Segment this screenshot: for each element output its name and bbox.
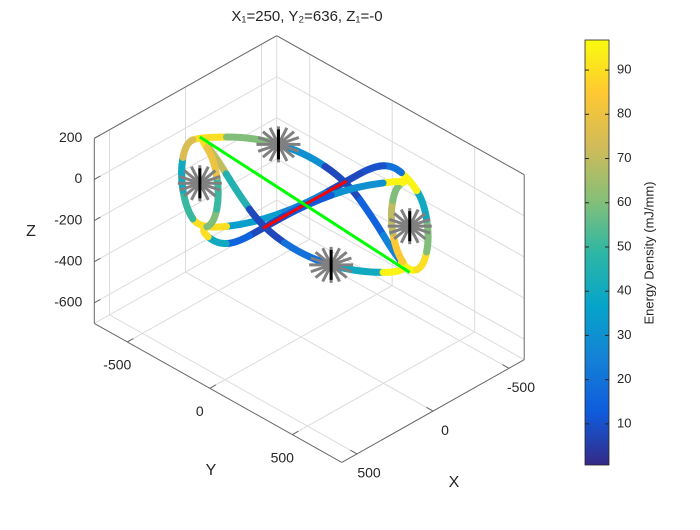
tube-segment xyxy=(179,136,197,161)
y-tick-label: 500 xyxy=(271,449,295,465)
tube-segment xyxy=(327,179,387,199)
y-tick-label: 0 xyxy=(196,403,204,419)
colorbar-label: Energy Density (mJ/mm) xyxy=(641,181,656,324)
grid-line xyxy=(127,238,310,343)
grid-line xyxy=(209,285,393,389)
colorbar-tick-label: 60 xyxy=(617,194,631,209)
tube-segment xyxy=(189,133,231,144)
z-tick-label: 200 xyxy=(59,129,83,145)
z-tick-label: -600 xyxy=(54,294,82,310)
marker xyxy=(177,165,222,202)
tube-segment xyxy=(213,172,222,213)
colorbar-tick-label: 70 xyxy=(617,150,631,165)
y-tick-label: -500 xyxy=(103,357,131,373)
tube-segment xyxy=(203,144,221,180)
z-tick xyxy=(94,257,101,263)
grid-line xyxy=(109,314,358,455)
z-tick-label: -400 xyxy=(54,252,82,268)
tube-segment xyxy=(423,215,432,256)
z-tick xyxy=(94,175,101,180)
x-tick-label: 500 xyxy=(357,465,381,481)
grid-line xyxy=(276,76,525,217)
axis-box-edge xyxy=(276,220,525,361)
z-tick-label: 0 xyxy=(75,170,83,186)
grid-line xyxy=(292,331,475,436)
marker xyxy=(256,126,301,163)
axis-box-edge xyxy=(94,322,343,463)
marker xyxy=(387,208,432,245)
z-tick-label: -200 xyxy=(54,211,82,227)
x-tick-label: 0 xyxy=(441,422,449,438)
colorbar-tick-label: 30 xyxy=(617,327,631,342)
grid-line xyxy=(185,271,434,412)
x-tick xyxy=(350,449,358,455)
axis-box-edge xyxy=(276,35,525,176)
colorbar-tick-label: 20 xyxy=(617,371,631,386)
x-tick-label: -500 xyxy=(507,379,535,395)
chart-title: X₁=250, Y₂=636, Z₁=-0 xyxy=(231,8,382,25)
x-axis-label: X xyxy=(449,474,460,491)
z-tick xyxy=(94,298,101,304)
tube-segment xyxy=(223,210,282,230)
y-tick xyxy=(209,384,217,389)
axis-box-edge xyxy=(94,35,277,139)
z-axis-label: Z xyxy=(26,223,36,240)
colorbar-tick-label: 50 xyxy=(617,238,631,253)
z-tick xyxy=(94,134,101,139)
colorbar-tick-label: 10 xyxy=(617,415,631,430)
grid-line xyxy=(94,199,277,304)
y-tick xyxy=(127,338,134,343)
tube-segment xyxy=(379,177,408,187)
colorbar xyxy=(584,39,610,466)
y-axis-label: Y xyxy=(206,462,217,479)
y-tick xyxy=(292,430,299,436)
tube-segment xyxy=(178,153,187,194)
x-tick xyxy=(426,406,434,412)
tube-segment xyxy=(222,170,253,213)
tube-segment xyxy=(222,232,253,248)
axis-box-edge xyxy=(341,359,525,463)
tube-segment xyxy=(387,196,397,237)
colorbar-tick-label: 90 xyxy=(617,62,631,77)
marker xyxy=(309,246,354,283)
reference-line xyxy=(199,135,411,274)
tube-segment xyxy=(356,196,387,239)
x-tick xyxy=(502,364,510,369)
grid-line xyxy=(94,76,277,180)
colorbar-tick-label: 80 xyxy=(617,106,631,121)
z-tick xyxy=(94,216,101,222)
colorbar-tick-label: 40 xyxy=(617,283,631,298)
